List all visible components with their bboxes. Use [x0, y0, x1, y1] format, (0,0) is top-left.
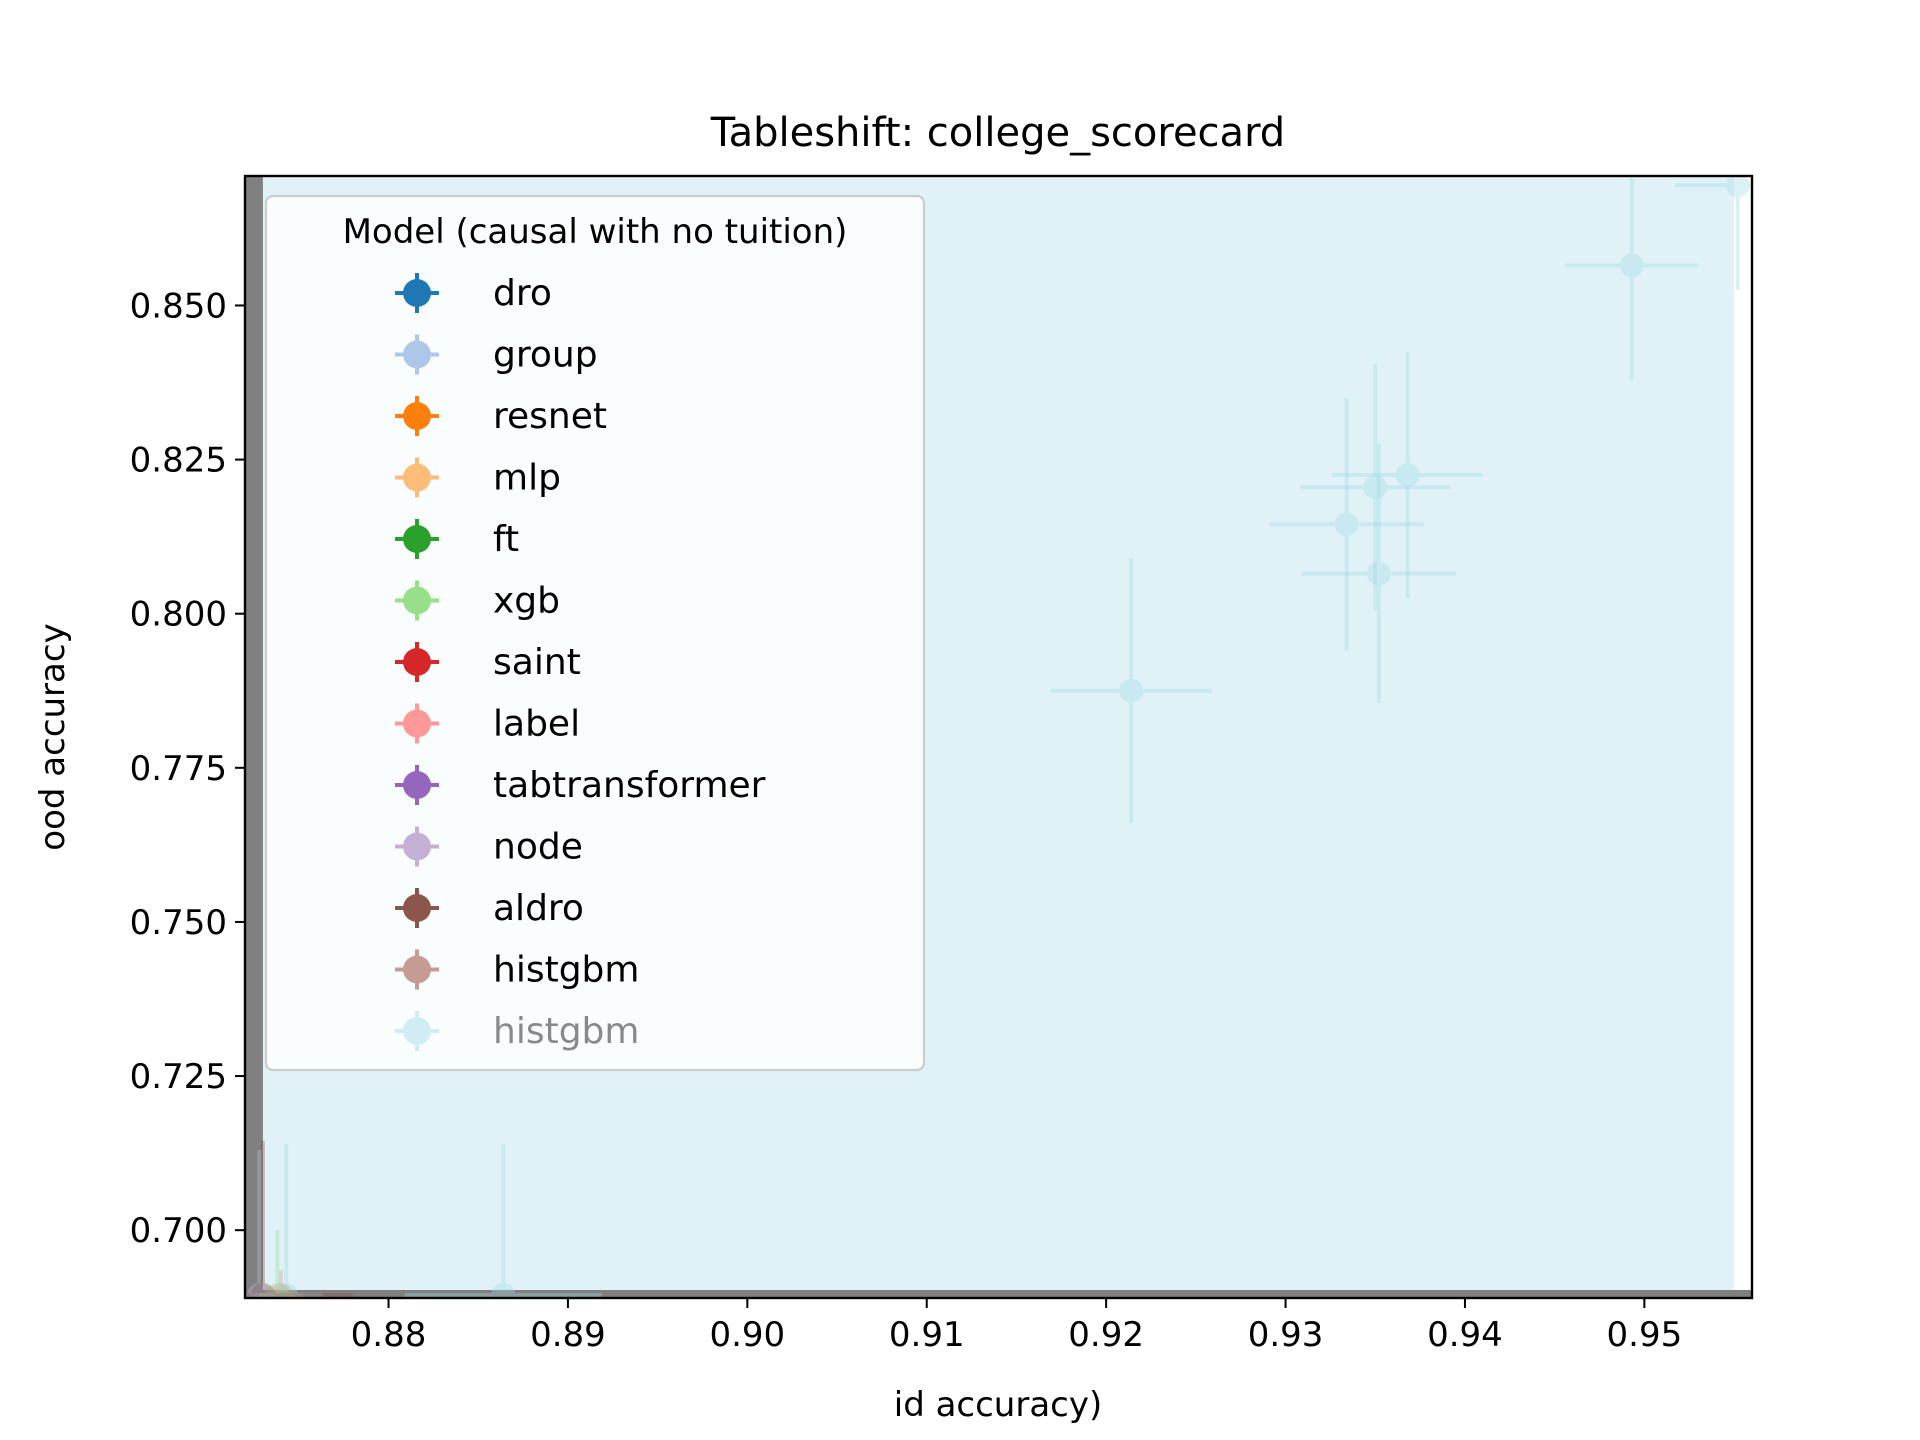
legend-label: dro	[493, 273, 552, 314]
data-point	[1395, 462, 1420, 487]
x-tick-label: 0.92	[1068, 1315, 1144, 1355]
y-tick-label: 0.825	[130, 441, 227, 481]
data-point-group	[1332, 351, 1483, 599]
x-axis-label: id accuracy)	[894, 1385, 1103, 1425]
legend-marker	[403, 771, 431, 799]
data-point	[268, 1282, 293, 1298]
legend-label: aldro	[493, 888, 584, 929]
legend-label: saint	[493, 642, 581, 683]
legend-marker	[403, 586, 431, 615]
data-point	[1725, 176, 1750, 198]
legend-entry: group	[395, 334, 598, 376]
x-tick-label: 0.95	[1607, 1315, 1683, 1355]
data-point	[274, 1282, 299, 1298]
legend: Model (causal with no tuition) dro group r…	[264, 194, 926, 1072]
x-tick-label: 0.89	[530, 1315, 606, 1355]
legend-title: Model (causal with no tuition)	[343, 212, 848, 252]
y-tick-label: 0.700	[130, 1211, 227, 1251]
legend-label: ft	[493, 519, 519, 560]
legend-entry: dro	[395, 273, 552, 314]
legend-label: tabtransformer	[493, 765, 766, 806]
data-point	[1366, 561, 1391, 586]
data-point	[1619, 253, 1644, 278]
baseline-band-left	[245, 176, 263, 1298]
data-point	[491, 1282, 516, 1298]
legend-marker	[403, 463, 431, 492]
legend-marker	[403, 525, 431, 553]
legend-label: group	[493, 335, 598, 376]
y-tick-label: 0.850	[130, 286, 227, 326]
x-tick-label: 0.88	[351, 1315, 427, 1355]
legend-label: node	[493, 827, 583, 868]
x-tick-label: 0.90	[709, 1315, 785, 1355]
x-axis: 0.88 0.89 0.90 0.91 0.92 0.93 0.94 0.95	[351, 1298, 1683, 1355]
data-point	[265, 1282, 290, 1298]
data-point-group	[245, 1150, 274, 1298]
data-point-group	[259, 1230, 296, 1298]
chart-title: Tableshift: college_scorecard	[710, 110, 1285, 156]
data-point	[247, 1282, 272, 1298]
legend-label: xgb	[493, 581, 560, 622]
y-axis-label: ood accuracy	[33, 623, 73, 850]
legend-entry: ft	[395, 519, 519, 560]
data-point	[1119, 678, 1144, 703]
baseline-band-bottom	[245, 1290, 1752, 1298]
data-point	[1334, 512, 1359, 537]
data-point-group	[1299, 364, 1451, 611]
y-tick-label: 0.725	[130, 1057, 227, 1097]
x-tick-label: 0.94	[1427, 1315, 1503, 1355]
legend-marker	[403, 894, 431, 922]
legend-marker	[403, 955, 431, 984]
legend-entry: tabtransformer	[395, 765, 766, 806]
legend-label: resnet	[493, 396, 607, 437]
y-tick-label: 0.775	[130, 749, 227, 789]
y-tick-label: 0.800	[130, 595, 227, 635]
legend-entry: histgbm	[395, 949, 639, 991]
legend-marker	[403, 832, 431, 861]
y-axis: 0.700 0.725 0.750 0.775 0.800 0.825 0.850	[130, 286, 245, 1251]
legend-marker	[403, 340, 431, 369]
legend-entry: mlp	[395, 457, 561, 499]
legend-entry: histgbm	[395, 1011, 639, 1052]
legend-label: histgbm	[493, 1011, 639, 1052]
legend-label: mlp	[493, 458, 561, 499]
data-point-group	[250, 1143, 323, 1298]
legend-frame	[264, 194, 926, 1072]
axes-frame	[243, 174, 1754, 1300]
x-tick-label: 0.93	[1248, 1315, 1324, 1355]
legend-marker	[403, 402, 431, 430]
data-point	[250, 1282, 275, 1298]
legend-marker	[403, 279, 431, 307]
data-point	[1363, 475, 1388, 500]
x-tick-label: 0.91	[889, 1315, 965, 1355]
legend-marker	[403, 709, 431, 738]
data-point-group	[1050, 558, 1212, 824]
data-point-group	[1301, 444, 1456, 704]
legend-entry: xgb	[395, 580, 560, 622]
y-tick-label: 0.750	[130, 903, 227, 943]
legend-marker	[403, 648, 431, 676]
data-point-group	[1674, 176, 1752, 291]
data-point-group	[404, 1143, 603, 1298]
legend-entry: label	[395, 703, 580, 745]
legend-label: histgbm	[493, 950, 639, 991]
data-point-group	[245, 1140, 353, 1298]
legend-label: label	[493, 704, 580, 745]
legend-entry: aldro	[395, 888, 584, 929]
data-point-group	[1269, 397, 1424, 651]
data-point-group	[259, 1270, 303, 1298]
legend-marker	[403, 1017, 431, 1045]
data-point-group	[1565, 176, 1699, 380]
legend-entry: resnet	[395, 396, 607, 437]
legend-entry: saint	[395, 642, 581, 683]
legend-entry: node	[395, 826, 583, 868]
legend-entries: dro group resnet mlp ft xgb saint label tabtrans…	[395, 273, 766, 1052]
